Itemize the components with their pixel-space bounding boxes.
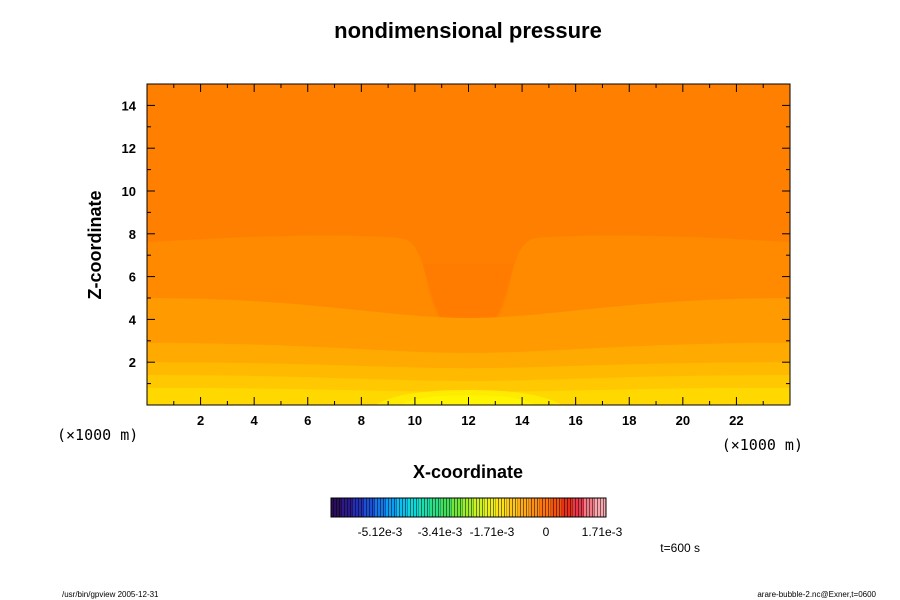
chart-title: nondimensional pressure (334, 18, 602, 43)
colorbar-labels: -5.12e-3 -3.41e-3 -1.71e-3 0 1.71e-3 (358, 525, 623, 539)
x-tick-label: 20 (676, 413, 690, 428)
y-tick-label: 14 (122, 98, 137, 113)
colorbar-label: -1.71e-3 (470, 525, 515, 539)
x-tick-label: 22 (729, 413, 743, 428)
x-axis-ticks: 2 4 6 8 10 12 14 16 18 20 22 (173, 84, 764, 428)
colorbar (330, 497, 607, 518)
y-tick-label: 6 (129, 270, 136, 285)
y-tick-label: 8 (129, 227, 136, 242)
y-tick-label: 10 (122, 184, 136, 199)
y-axis-ticks: 2 4 6 8 10 12 14 (122, 98, 790, 385)
x-tick-label: 4 (251, 413, 259, 428)
footer-left: /usr/bin/gpview 2005-12-31 (62, 590, 159, 599)
y-tick-label: 4 (129, 312, 137, 327)
y-unit-label: (×1000 m) (57, 426, 138, 444)
y-tick-label: 2 (129, 355, 136, 370)
time-label: t=600 s (660, 541, 700, 555)
x-tick-label: 6 (304, 413, 311, 428)
x-tick-label: 16 (568, 413, 582, 428)
colorbar-frame (330, 497, 607, 518)
y-tick-label: 12 (122, 141, 136, 156)
x-tick-label: 10 (408, 413, 422, 428)
colorbar-label: -5.12e-3 (358, 525, 403, 539)
x-axis-label: X-coordinate (413, 462, 523, 482)
x-tick-label: 18 (622, 413, 636, 428)
colorbar-label: 0 (543, 525, 550, 539)
x-tick-label: 12 (461, 413, 475, 428)
contour-field (147, 84, 790, 405)
x-tick-label: 8 (358, 413, 365, 428)
y-axis-label: Z-coordinate (85, 190, 105, 299)
footer-right: arare-bubble-2.nc@Exner,t=0600 (757, 590, 876, 599)
colorbar-label: 1.71e-3 (582, 525, 623, 539)
colorbar-label: -3.41e-3 (418, 525, 463, 539)
x-tick-label: 14 (515, 413, 530, 428)
x-tick-label: 2 (197, 413, 204, 428)
x-unit-label: (×1000 m) (722, 436, 803, 454)
